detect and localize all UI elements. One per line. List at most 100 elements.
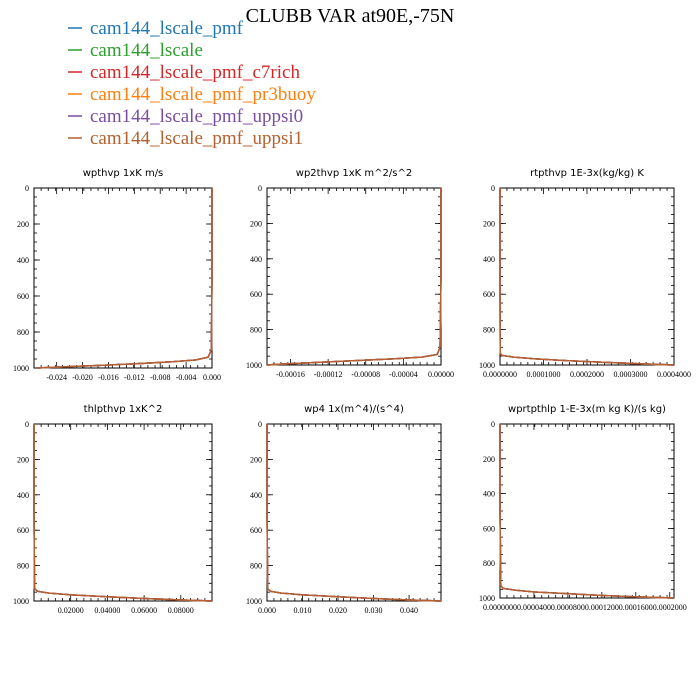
x-tick-label: 0.0000000 — [483, 370, 517, 379]
y-tick-label: 0 — [491, 184, 495, 193]
series-line — [499, 188, 675, 366]
x-tick-label: 0.0000400 — [517, 603, 551, 612]
panel-title: wprtpthlp 1-E-3x(m kg K)/(s kg) — [508, 404, 666, 415]
chart-panel: wprtpthlp 1-E-3x(m kg K)/(s kg) 0.0000000… — [479, 404, 687, 612]
x-tick-label: 0.0000000 — [483, 603, 517, 612]
y-tick-label: 600 — [250, 526, 262, 535]
series-line — [266, 424, 442, 602]
legend-label: cam144_lscale_pmf_c7rich — [90, 62, 300, 83]
y-tick-label: 800 — [250, 562, 262, 571]
y-tick-label: 600 — [483, 290, 495, 299]
series-line — [499, 424, 675, 599]
x-tick-label: 0.0004000 — [657, 370, 691, 379]
panel-title: wp2thvp 1xK m^2/s^2 — [296, 168, 412, 179]
x-tick-label: -0.004 — [176, 373, 197, 382]
y-tick-label: 1000 — [246, 361, 262, 370]
panel-title: thlpthvp 1xK^2 — [84, 404, 163, 415]
legend-label: cam144_lscale — [90, 40, 203, 61]
chart-title: CLUBB VAR at90E,-75N — [246, 5, 455, 27]
x-tick-label: 0.0003000 — [614, 370, 648, 379]
y-tick-label: 400 — [17, 256, 29, 265]
y-tick-label: 200 — [250, 219, 262, 228]
chart-panel: rtpthvp 1E-3x(kg/kg) K 0.0000000 0.0001000… — [479, 168, 691, 379]
chart-panel: thlpthvp 1xK^2 0.02000 0.04000 0.06000 0.080… — [13, 404, 213, 615]
x-tick-label: 0.02000 — [58, 606, 84, 615]
y-tick-label: 200 — [17, 455, 29, 464]
y-tick-label: 400 — [17, 491, 29, 500]
x-tick-label: 0.04000 — [94, 606, 120, 615]
x-tick-label: 0.0001000 — [527, 370, 561, 379]
x-tick-label: -0.00008 — [351, 370, 380, 379]
y-tick-label: 1000 — [479, 361, 495, 370]
x-tick-label: 0.040 — [400, 606, 418, 615]
x-tick-label: 0.08000 — [168, 606, 194, 615]
x-tick-label: 0.010 — [294, 606, 312, 615]
y-tick-label: 600 — [250, 290, 262, 299]
x-tick-label: 0.0001600 — [619, 603, 653, 612]
chart-panel: wp4 1x(m^4)/(s^4) 0.000 0.010 0.020 0.030 0.0… — [246, 404, 442, 615]
legend-entry: cam144_lscale_pmf_pr3buoy — [68, 84, 316, 105]
y-tick-label: 1000 — [479, 594, 495, 603]
y-tick-label: 1000 — [13, 597, 29, 606]
y-tick-label: 0 — [25, 420, 29, 429]
y-tick-label: 800 — [17, 562, 29, 571]
chart-panels: wpthvp 1xK m/s -0.024 -0.020 -0.016 -0.012 -0… — [13, 168, 691, 615]
legend-label: cam144_lscale_pmf_uppsi1 — [90, 128, 303, 149]
y-tick-label: 0 — [491, 420, 495, 429]
x-tick-label: 0.000 — [203, 373, 221, 382]
y-tick-label: 0 — [25, 184, 29, 193]
y-tick-label: 1000 — [246, 597, 262, 606]
panel-title: rtpthvp 1E-3x(kg/kg) K — [530, 168, 644, 179]
x-tick-label: -0.016 — [98, 373, 119, 382]
x-tick-label: 0.000 — [258, 606, 276, 615]
x-tick-label: -0.008 — [150, 373, 171, 382]
y-tick-label: 200 — [250, 455, 262, 464]
y-tick-label: 200 — [483, 219, 495, 228]
x-tick-label: 0.0002000 — [653, 603, 687, 612]
series-line — [37, 188, 213, 369]
y-tick-label: 800 — [483, 559, 495, 568]
y-tick-label: 400 — [483, 255, 495, 264]
legend-entry: cam144_lscale — [68, 40, 203, 61]
panel-title: wpthvp 1xK m/s — [83, 168, 164, 179]
y-tick-label: 600 — [483, 524, 495, 533]
chart-legend: cam144_lscale_pmfcam144_lscalecam144_lsc… — [68, 18, 316, 149]
series-line — [266, 188, 442, 366]
y-tick-label: 0 — [258, 420, 262, 429]
y-tick-label: 1000 — [13, 364, 29, 373]
legend-entry: cam144_lscale_pmf — [68, 18, 244, 39]
x-tick-label: 0.030 — [365, 606, 383, 615]
y-tick-label: 200 — [483, 455, 495, 464]
legend-label: cam144_lscale_pmf_pr3buoy — [90, 84, 316, 105]
x-tick-label: -0.00012 — [314, 370, 343, 379]
x-tick-label: 0.0000800 — [551, 603, 585, 612]
chart-panel: wp2thvp 1xK m^2/s^2 -0.00016 -0.00012 -0.00… — [246, 168, 454, 379]
legend-entry: cam144_lscale_pmf_c7rich — [68, 62, 300, 83]
x-tick-label: -0.012 — [124, 373, 145, 382]
y-tick-label: 400 — [483, 490, 495, 499]
x-tick-label: -0.00016 — [276, 370, 305, 379]
y-tick-label: 800 — [17, 328, 29, 337]
x-tick-label: -0.020 — [72, 373, 93, 382]
x-tick-label: 0.020 — [329, 606, 347, 615]
y-tick-label: 400 — [250, 255, 262, 264]
legend-entry: cam144_lscale_pmf_uppsi0 — [68, 106, 303, 127]
y-tick-label: 600 — [17, 292, 29, 301]
legend-label: cam144_lscale_pmf — [90, 18, 244, 39]
y-tick-label: 200 — [17, 220, 29, 229]
y-tick-label: 800 — [483, 326, 495, 335]
y-tick-label: 400 — [250, 491, 262, 500]
x-tick-label: -0.00004 — [389, 370, 418, 379]
y-tick-label: 800 — [250, 326, 262, 335]
panel-title: wp4 1x(m^4)/(s^4) — [304, 404, 404, 415]
x-tick-label: 0.0002000 — [570, 370, 604, 379]
chart-panel: wpthvp 1xK m/s -0.024 -0.020 -0.016 -0.012 -0… — [13, 168, 221, 382]
x-tick-label: -0.024 — [46, 373, 67, 382]
series-line — [33, 424, 213, 602]
y-tick-label: 600 — [17, 526, 29, 535]
x-tick-label: 0.00000 — [428, 370, 454, 379]
y-tick-label: 0 — [258, 184, 262, 193]
legend-label: cam144_lscale_pmf_uppsi0 — [90, 106, 303, 127]
